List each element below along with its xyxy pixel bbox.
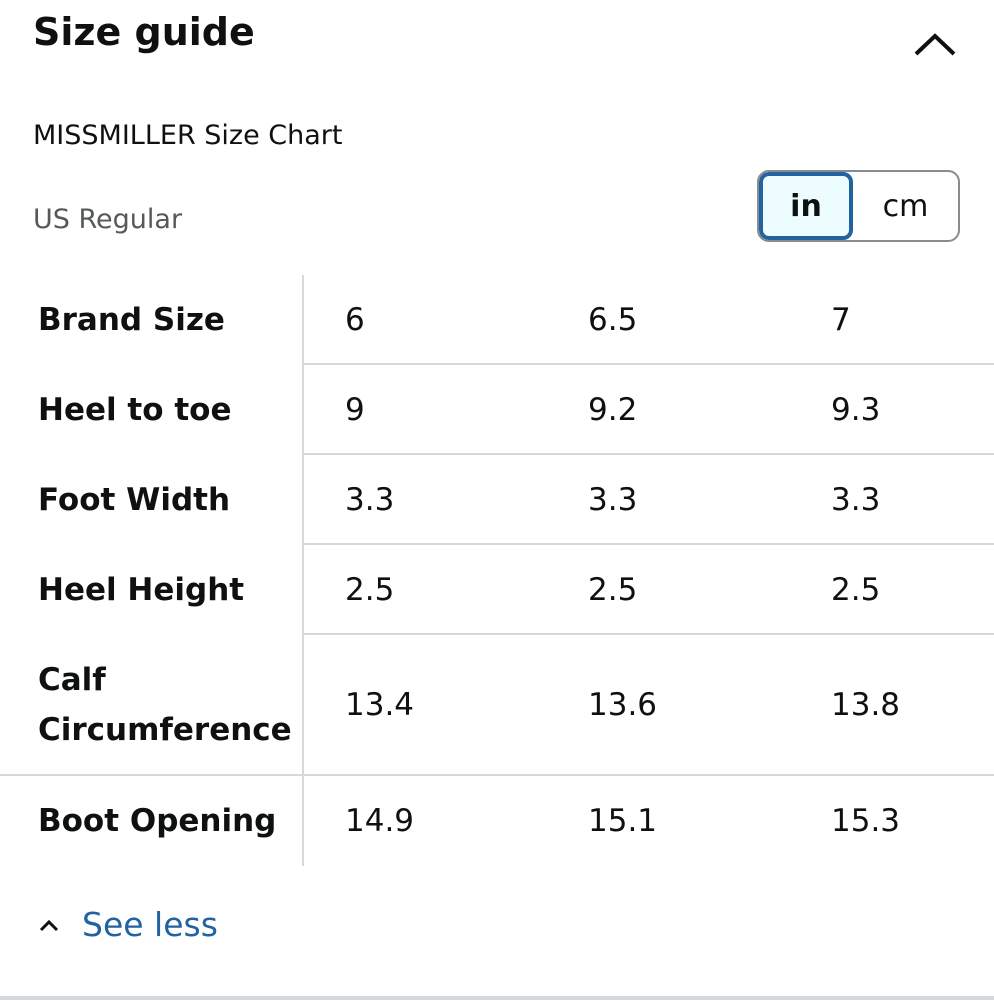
chart-name: MISSMILLER Size Chart: [33, 120, 343, 151]
row-label: Calf Circumference: [0, 635, 304, 774]
cell-value: 2.5: [831, 572, 881, 608]
row-label: Heel to toe: [0, 365, 304, 455]
row-label: Heel Height: [0, 545, 304, 635]
table-row: Calf Circumference 13.4 13.6 13.8: [0, 635, 994, 776]
cell-value: 9.2: [588, 392, 638, 428]
cell-value: 3.3: [345, 482, 395, 518]
unit-option[interactable]: cm: [882, 188, 929, 224]
table-row: Heel Height 2.5 2.5 2.5: [0, 545, 994, 635]
cell-value: 3.3: [831, 482, 881, 518]
cell-value: 3.3: [588, 482, 638, 518]
row-divider: [304, 453, 994, 455]
cell-value: 7: [831, 302, 851, 338]
caret-up: [39, 919, 59, 931]
cell-value: 13.4: [345, 686, 415, 723]
table-row: Heel to toe 9 9.2 9.3: [0, 365, 994, 455]
row-label: Boot Opening: [0, 776, 304, 866]
table-row: Boot Opening 14.9 15.1 15.3: [0, 776, 994, 866]
row-label: Brand Size: [0, 275, 304, 365]
cell-value: 6.5: [588, 302, 638, 338]
cell-value: 13.6: [588, 686, 658, 723]
row-divider: [304, 543, 994, 545]
row-label: Foot Width: [0, 455, 304, 545]
unit-option[interactable]: in: [759, 172, 853, 240]
cell-value: 15.1: [588, 803, 658, 839]
see-less-text[interactable]: See less: [82, 905, 218, 944]
cell-value: 15.3: [831, 803, 901, 839]
table-row: Brand Size 6 6.5 7: [0, 275, 994, 365]
unit-toggle: in cm: [757, 170, 960, 242]
size-table: Brand Size 6 6.5 7 Heel to toe 9 9.2 9.3 Foot Wi…: [0, 275, 994, 866]
cell-value: 14.9: [345, 803, 415, 839]
title: Size guide: [33, 10, 255, 54]
cell-value: 9.3: [831, 392, 881, 428]
see-less-link[interactable]: See less: [38, 905, 218, 944]
cell-value: 6: [345, 302, 365, 338]
region: US Regular: [33, 204, 183, 235]
row-divider: [304, 363, 994, 365]
collapse-chevron[interactable]: [912, 30, 958, 60]
cell-value: 2.5: [345, 572, 395, 608]
cell-value: 13.8: [831, 686, 901, 723]
cell-value: 2.5: [588, 572, 638, 608]
table-row: Foot Width 3.3 3.3 3.3: [0, 455, 994, 545]
cell-value: 9: [345, 392, 365, 428]
bottom-border: [0, 996, 994, 1000]
row-divider: [304, 633, 994, 635]
